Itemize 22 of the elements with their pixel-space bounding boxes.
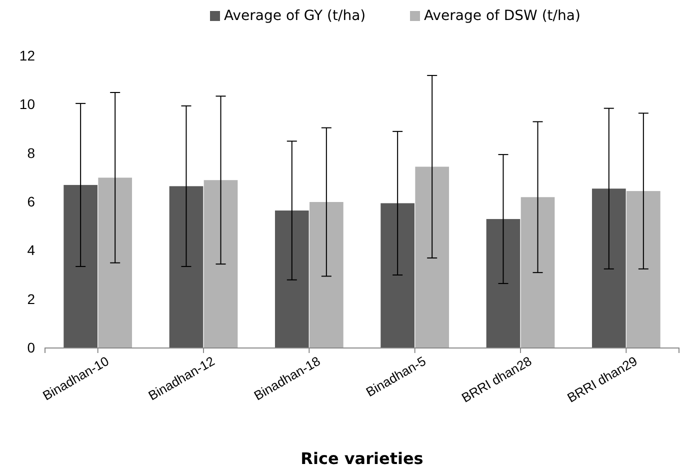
y-tick-label: 12 xyxy=(19,47,36,64)
bar xyxy=(520,197,555,348)
bar xyxy=(204,180,238,348)
bar xyxy=(626,191,660,348)
bar xyxy=(169,186,204,348)
y-tick-label: 0 xyxy=(27,339,36,356)
bar xyxy=(310,202,344,348)
bar xyxy=(98,178,132,348)
y-tick-label: 4 xyxy=(27,242,36,258)
y-tick-label: 10 xyxy=(19,96,36,112)
x-axis-title: Rice varieties xyxy=(300,449,424,468)
bar xyxy=(64,184,98,348)
bar xyxy=(274,210,309,348)
bar xyxy=(486,219,520,348)
bar xyxy=(415,166,450,348)
y-tick-label: 8 xyxy=(27,144,36,161)
y-tick-label: 2 xyxy=(27,290,36,307)
legend-label: Average of GY (t/ha) xyxy=(224,8,366,24)
bar xyxy=(380,203,414,348)
y-tick-label: 6 xyxy=(27,193,36,210)
legend-label: Average of DSW (t/ha) xyxy=(424,8,580,24)
bar xyxy=(592,188,626,348)
